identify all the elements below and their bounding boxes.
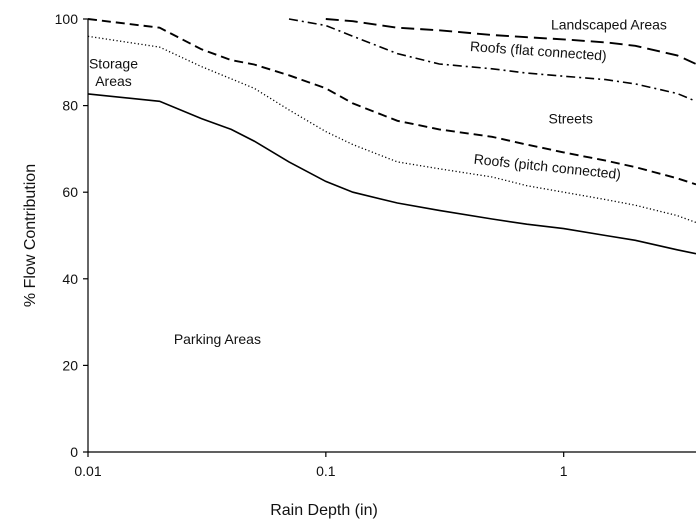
series-line-3-dashed (87, 18, 696, 186)
series-line-2-dotted (87, 35, 696, 224)
y-axis-title: % Flow Contribution (22, 164, 39, 307)
area-label: Areas (95, 73, 132, 89)
area-label: Roofs (flat connected) (469, 38, 607, 64)
y-tick-label: 40 (62, 271, 78, 287)
axes (87, 19, 696, 453)
series-line-4-dash-dot (288, 18, 696, 103)
x-tick-label: 1 (560, 463, 568, 479)
series-line-1-solid (87, 93, 696, 255)
ticks (83, 18, 565, 457)
y-tick-label: 80 (62, 98, 78, 114)
x-axis-title: Rain Depth (in) (270, 502, 378, 519)
y-tick-label: 0 (70, 444, 78, 460)
area-label: Parking Areas (174, 331, 261, 347)
y-tick-label: 20 (62, 357, 78, 373)
area-label: Storage (89, 55, 138, 71)
y-tick-label: 100 (55, 11, 79, 27)
series-line-5-long-dash (325, 18, 696, 65)
x-tick-label: 0.1 (316, 463, 336, 479)
plot-lines (87, 18, 696, 255)
area-label: Landscaped Areas (551, 16, 667, 32)
y-tick-label: 60 (62, 184, 78, 200)
tick-labels: 0 20 40 60 80 100 0.01 0.1 1 (55, 11, 568, 479)
area-labels: Storage Areas Landscaped Areas Roofs (flat … (89, 16, 667, 347)
x-tick-label: 0.01 (74, 463, 101, 479)
area-label: Streets (548, 110, 592, 126)
